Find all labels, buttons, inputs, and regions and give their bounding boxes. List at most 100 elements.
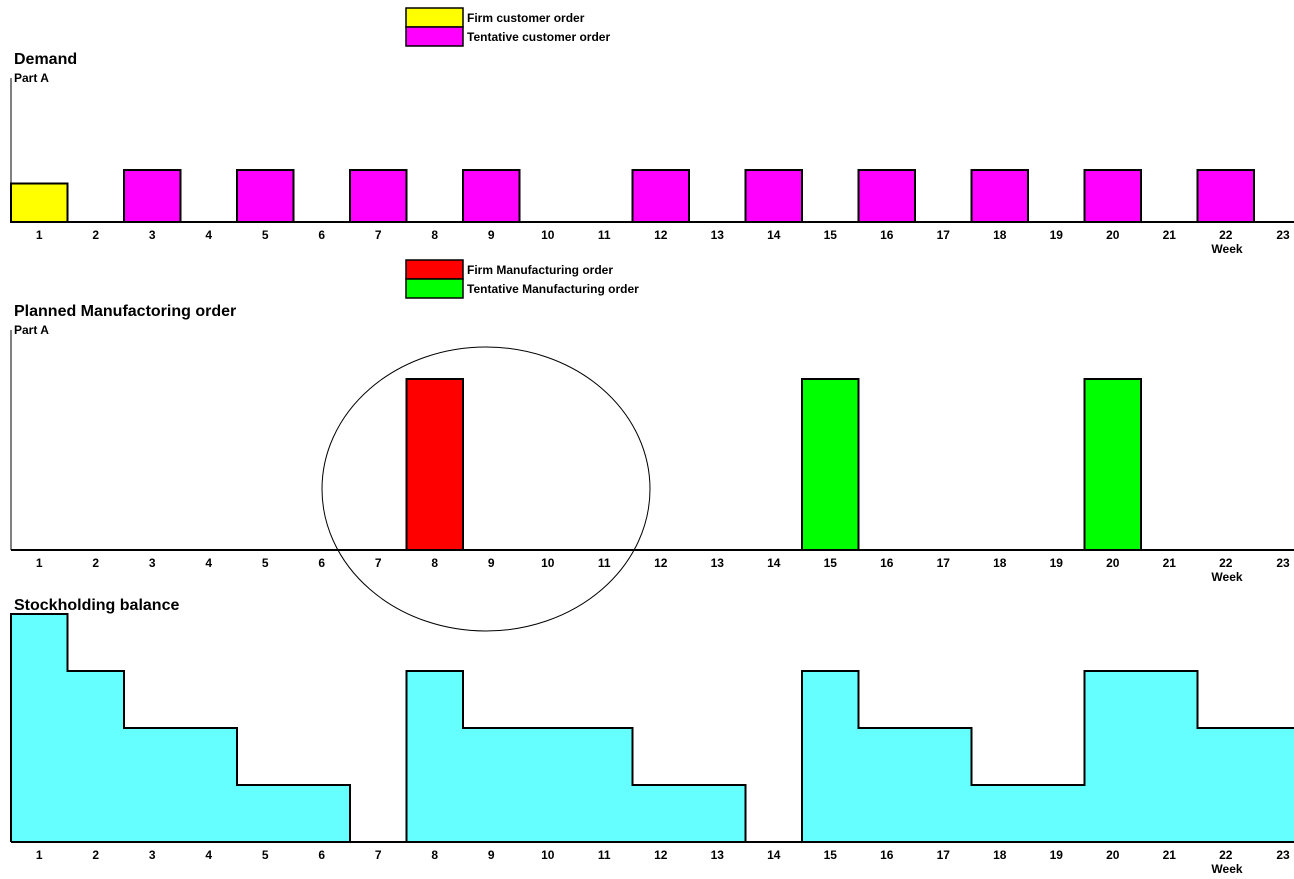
panel3-x-axis-label: Week xyxy=(1211,862,1242,876)
panel3-area-outline-8 xyxy=(405,670,747,842)
panel1-tick-week-8: 8 xyxy=(431,228,438,242)
panel2-tick-week-23: 23 xyxy=(1276,556,1290,570)
panel3-area-segment-8 xyxy=(406,671,746,842)
panel3-tick-week-4: 4 xyxy=(205,848,212,862)
panel1-x-axis-label: Week xyxy=(1211,242,1242,256)
panel1-tick-week-12: 12 xyxy=(654,228,668,242)
panel1-tick-week-2: 2 xyxy=(92,228,99,242)
panel1-bar-week-5 xyxy=(236,169,295,223)
panel3-tick-week-6: 6 xyxy=(318,848,325,862)
panel2-tick-week-13: 13 xyxy=(711,556,725,570)
panel1-legend-label-2: Tentative customer order xyxy=(467,30,610,44)
panel3-tick-week-15: 15 xyxy=(824,848,838,862)
panel2-tick-week-3: 3 xyxy=(149,556,156,570)
panel3-tick-week-5: 5 xyxy=(262,848,269,862)
panel1-bar-week-14 xyxy=(744,169,803,223)
panel3-title: Stockholding balance xyxy=(14,597,179,614)
panel1-tick-week-5: 5 xyxy=(262,228,269,242)
panel1-tick-week-7: 7 xyxy=(375,228,382,242)
panel2-title: Planned Manufactoring order xyxy=(14,303,236,320)
panel1-tick-week-11: 11 xyxy=(598,228,611,242)
panel2-tick-week-11: 11 xyxy=(598,556,611,570)
panel1-bar-week-22 xyxy=(1196,169,1255,223)
panel1-tick-week-9: 9 xyxy=(488,228,495,242)
panel2-legend-label-1: Firm Manufacturing order xyxy=(467,263,613,277)
panel1-legend-label-1: Firm customer order xyxy=(467,11,585,25)
panel3-tick-week-11: 11 xyxy=(598,848,611,862)
panel3-tick-week-14: 14 xyxy=(767,848,781,862)
panel2-subtitle: Part A xyxy=(14,323,49,337)
panel3-tick-week-16: 16 xyxy=(880,848,894,862)
panel3-area-outline-1 xyxy=(10,613,351,842)
panel3-tick-week-1: 1 xyxy=(36,848,43,862)
panel2-tick-week-9: 9 xyxy=(488,556,495,570)
panel3-tick-week-18: 18 xyxy=(993,848,1007,862)
panel1-tick-week-6: 6 xyxy=(318,228,325,242)
panel3-tick-week-21: 21 xyxy=(1163,848,1177,862)
panel1-tick-week-1: 1 xyxy=(36,228,43,242)
panel2-tick-week-2: 2 xyxy=(92,556,99,570)
panel2-tick-week-21: 21 xyxy=(1163,556,1177,570)
panel1-title: Demand xyxy=(14,51,77,68)
panel1-legend-swatch-2 xyxy=(405,26,464,47)
panel1-tick-week-19: 19 xyxy=(1050,228,1064,242)
panel3-tick-week-17: 17 xyxy=(937,848,951,862)
panel2-bar-week-8 xyxy=(405,378,464,551)
panel1-tick-week-23: 23 xyxy=(1276,228,1290,242)
panel3-tick-week-9: 9 xyxy=(488,848,495,862)
panel2-tick-week-20: 20 xyxy=(1106,556,1120,570)
panel2-tick-week-17: 17 xyxy=(937,556,951,570)
panel2-tick-week-1: 1 xyxy=(36,556,43,570)
panel1-tick-week-18: 18 xyxy=(993,228,1007,242)
panel1-tick-week-22: 22 xyxy=(1219,228,1233,242)
panel1-tick-week-13: 13 xyxy=(711,228,725,242)
panel2-highlight-ellipse xyxy=(321,346,651,632)
panel2-tick-week-22: 22 xyxy=(1219,556,1233,570)
panel2-legend-swatch-1 xyxy=(405,259,464,280)
panel3-tick-week-13: 13 xyxy=(711,848,725,862)
panel2-bar-week-15 xyxy=(801,378,860,551)
panel2-tick-week-10: 10 xyxy=(541,556,555,570)
panel2-tick-week-5: 5 xyxy=(262,556,269,570)
panel1-bar-week-18 xyxy=(970,169,1029,223)
panel3-tick-week-3: 3 xyxy=(149,848,156,862)
panel2-tick-week-14: 14 xyxy=(767,556,781,570)
panel1-tick-week-20: 20 xyxy=(1106,228,1120,242)
panel3-tick-week-12: 12 xyxy=(654,848,668,862)
panel2-tick-week-15: 15 xyxy=(824,556,838,570)
panel3-tick-week-10: 10 xyxy=(541,848,555,862)
panel2-tick-week-18: 18 xyxy=(993,556,1007,570)
panel2-tick-week-7: 7 xyxy=(375,556,382,570)
panel1-tick-week-10: 10 xyxy=(541,228,555,242)
panel2-tick-week-16: 16 xyxy=(880,556,894,570)
panel2-tick-week-12: 12 xyxy=(654,556,668,570)
panel1-legend-swatch-1 xyxy=(405,7,464,28)
panel2-legend-swatch-2 xyxy=(405,278,464,299)
panel2-tick-week-8: 8 xyxy=(431,556,438,570)
panel1-tick-week-15: 15 xyxy=(824,228,838,242)
panel3-tick-week-19: 19 xyxy=(1050,848,1064,862)
panel3-tick-week-22: 22 xyxy=(1219,848,1233,862)
panel1-bar-week-3 xyxy=(123,169,182,223)
panel1-tick-week-4: 4 xyxy=(205,228,212,242)
panel3-tick-week-23: 23 xyxy=(1276,848,1290,862)
panel2-legend-label-2: Tentative Manufacturing order xyxy=(467,282,639,296)
panel1-bar-week-12 xyxy=(631,169,690,223)
panel1-tick-week-16: 16 xyxy=(880,228,894,242)
panel1-tick-week-3: 3 xyxy=(149,228,156,242)
panel3-area-segment-15 xyxy=(802,671,1294,842)
panel1-tick-week-17: 17 xyxy=(937,228,951,242)
panel2-tick-week-6: 6 xyxy=(318,556,325,570)
panel3-area-outline-15 xyxy=(801,670,1294,842)
panel1-bar-week-1 xyxy=(10,182,69,223)
panel3-tick-week-20: 20 xyxy=(1106,848,1120,862)
panel2-tick-week-19: 19 xyxy=(1050,556,1064,570)
panel2-bar-week-20 xyxy=(1083,378,1142,551)
panel1-bar-week-16 xyxy=(857,169,916,223)
panel3-tick-week-8: 8 xyxy=(431,848,438,862)
panel1-tick-week-21: 21 xyxy=(1163,228,1177,242)
panel3-tick-week-2: 2 xyxy=(92,848,99,862)
panel2-x-axis-label: Week xyxy=(1211,570,1242,584)
panel3-tick-week-7: 7 xyxy=(375,848,382,862)
